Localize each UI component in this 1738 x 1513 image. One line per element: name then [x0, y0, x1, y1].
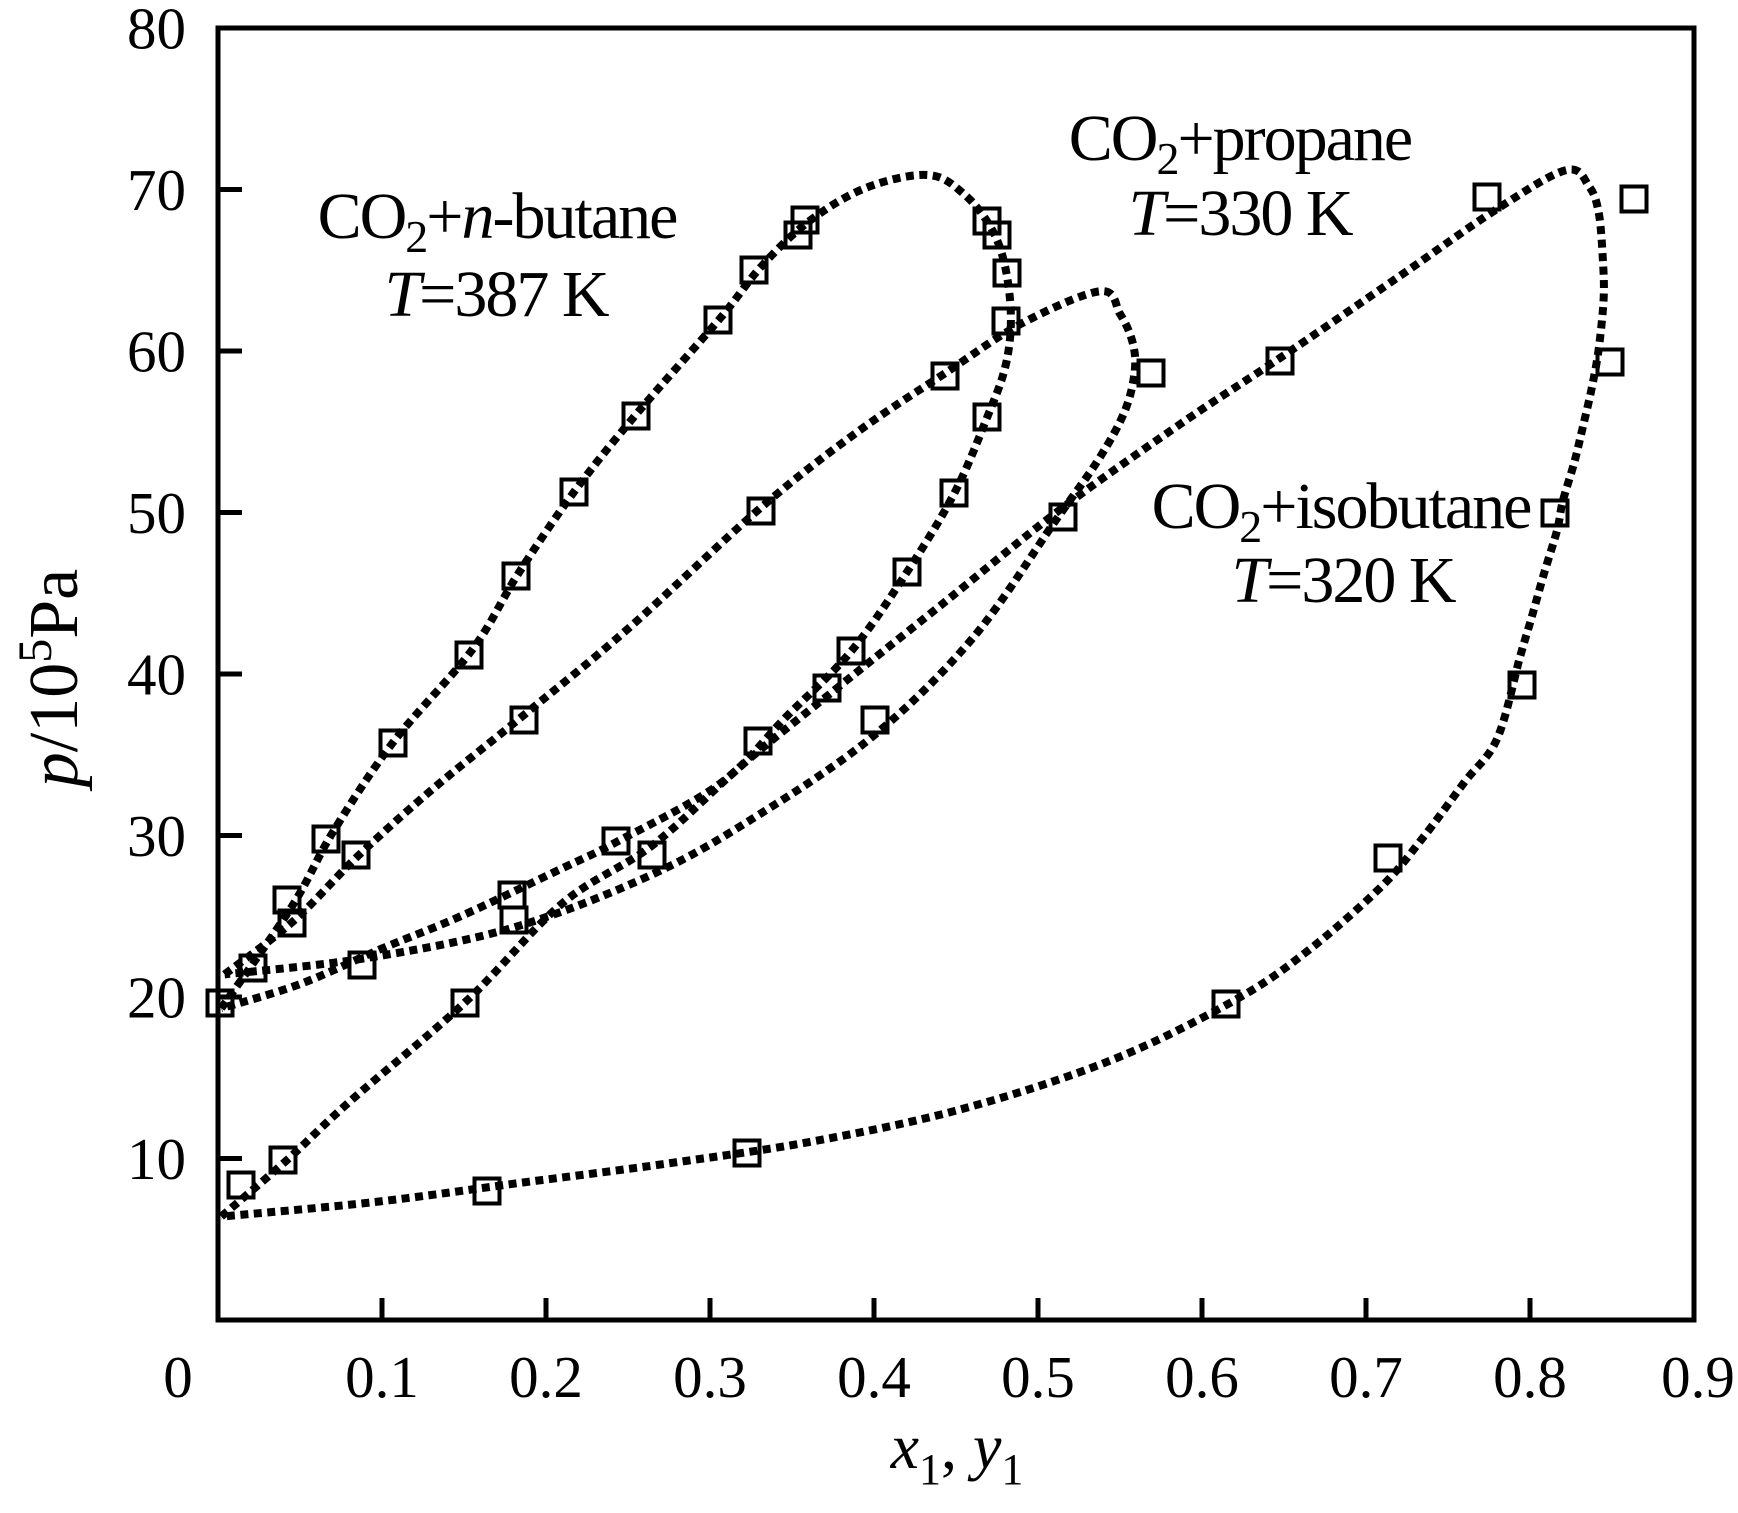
svg-text:0.7: 0.7 [1329, 1344, 1403, 1410]
svg-text:0.4: 0.4 [837, 1344, 911, 1410]
svg-text:30: 30 [127, 803, 186, 869]
svg-text:0.3: 0.3 [673, 1344, 747, 1410]
svg-text:60: 60 [127, 319, 186, 385]
svg-text:CO2+n-butane: CO2+n-butane [318, 180, 677, 262]
svg-text:0.2: 0.2 [509, 1344, 583, 1410]
svg-text:p/105Pa: p/105Pa [9, 569, 93, 792]
svg-text:0.8: 0.8 [1493, 1344, 1567, 1410]
svg-text:0: 0 [163, 1344, 193, 1410]
svg-text:CO2+propane: CO2+propane [1069, 102, 1411, 184]
svg-text:T=320 K: T=320 K [1231, 544, 1455, 617]
svg-text:0.6: 0.6 [1165, 1344, 1239, 1410]
svg-text:40: 40 [127, 642, 186, 708]
svg-text:0.9: 0.9 [1661, 1344, 1735, 1410]
svg-text:0.1: 0.1 [345, 1344, 419, 1410]
svg-text:70: 70 [127, 157, 186, 223]
svg-text:x1, y1: x1, y1 [890, 1411, 1024, 1494]
svg-text:T=330 K: T=330 K [1128, 177, 1352, 250]
svg-text:CO2+isobutane: CO2+isobutane [1152, 470, 1531, 552]
svg-text:80: 80 [127, 0, 186, 62]
svg-text:20: 20 [127, 965, 186, 1031]
svg-text:50: 50 [127, 480, 186, 546]
svg-text:0.5: 0.5 [1001, 1344, 1075, 1410]
svg-text:T=387 K: T=387 K [384, 258, 608, 331]
svg-text:10: 10 [127, 1126, 186, 1192]
